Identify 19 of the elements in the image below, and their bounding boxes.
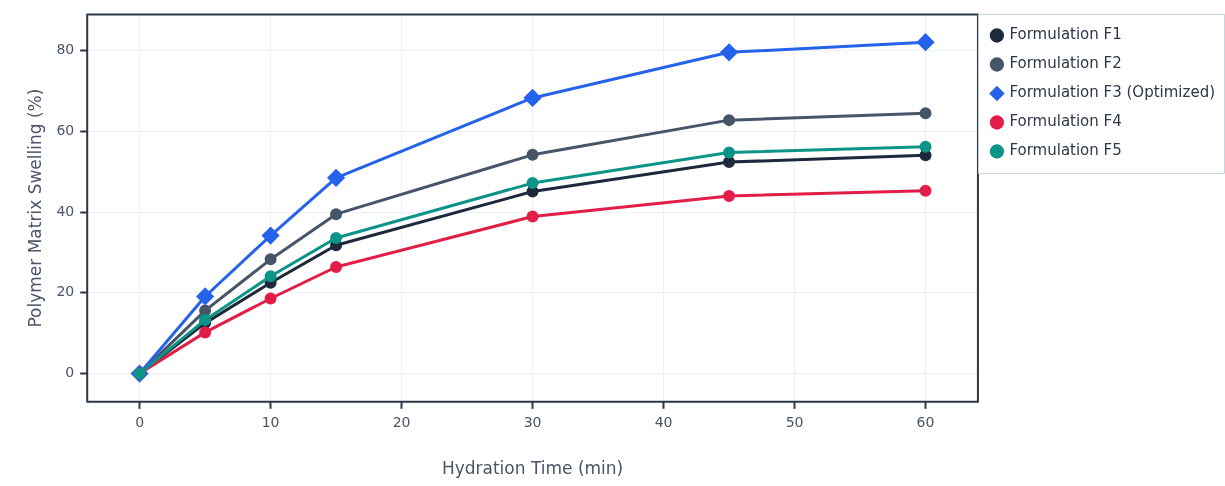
x-tick-label: 60 bbox=[916, 413, 935, 430]
legend-label: Formulation F3 (Optimized) bbox=[1009, 83, 1215, 102]
x-tick-label: 40 bbox=[654, 413, 673, 430]
y-tick-label: 60 bbox=[56, 122, 75, 139]
x-axis-title: Hydration Time (min) bbox=[441, 458, 624, 479]
y-tick-label: 20 bbox=[56, 283, 75, 300]
legend-label: Formulation F2 bbox=[1009, 54, 1122, 73]
x-tick-label: 0 bbox=[135, 413, 145, 430]
x-tick-label: 50 bbox=[785, 413, 804, 430]
y-tick-label: 40 bbox=[56, 202, 75, 219]
x-tick-label: 10 bbox=[261, 413, 280, 430]
y-axis-title: Polymer Matrix Swelling (%) bbox=[24, 88, 45, 328]
x-tick-label: 30 bbox=[523, 413, 542, 430]
y-tick-label: 0 bbox=[65, 364, 75, 381]
y-tick-label: 80 bbox=[56, 41, 75, 58]
legend-label: Formulation F1 bbox=[1009, 25, 1122, 44]
legend-label: Formulation F5 bbox=[1009, 141, 1122, 160]
legend-label: Formulation F4 bbox=[1009, 112, 1122, 131]
x-tick-label: 20 bbox=[392, 413, 411, 430]
